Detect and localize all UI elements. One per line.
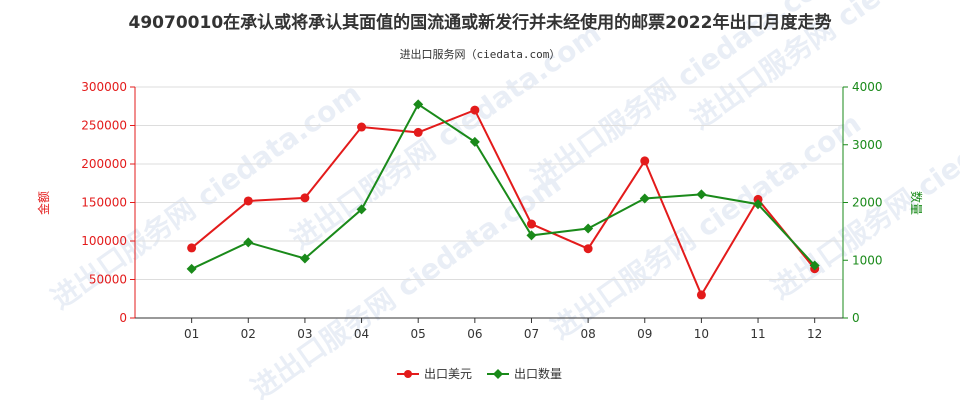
usd-data-point	[583, 244, 593, 254]
qty-data-point	[243, 237, 254, 248]
left-axis-title: 金额	[36, 191, 51, 215]
usd-data-point	[640, 156, 650, 166]
x-tick-label: 03	[297, 327, 312, 341]
usd-data-point	[696, 290, 706, 300]
left-tick-label: 100000	[81, 234, 127, 248]
x-tick-label: 02	[241, 327, 256, 341]
axes-layer: 0500001000001500002000002500003000000100…	[36, 80, 924, 341]
legend: 出口美元 出口数量	[397, 366, 562, 381]
x-tick-label: 07	[524, 327, 539, 341]
qty-data-point	[469, 136, 480, 147]
x-tick-label: 09	[637, 327, 652, 341]
chart-subtitle: 进出口服务网（ciedata.com）	[400, 47, 561, 61]
x-tick-label: 01	[184, 327, 199, 341]
qty-data-point	[186, 263, 197, 274]
usd-data-point	[187, 243, 197, 253]
right-axis-title: 数量	[909, 191, 924, 215]
x-tick-label: 12	[807, 327, 822, 341]
legend-marker	[493, 369, 503, 379]
x-tick-label: 10	[694, 327, 709, 341]
left-tick-label: 300000	[81, 80, 127, 94]
legend-label: 出口数量	[514, 366, 562, 381]
usd-data-point	[357, 122, 367, 132]
legend-marker	[404, 370, 412, 378]
left-tick-label: 250000	[81, 119, 127, 133]
qty-data-point	[696, 189, 707, 200]
watermark-text: 进出口服务网 ciedata.com	[765, 67, 960, 306]
chart-title: 49070010在承认或将承认其面值的国流通或新发行并未经使用的邮票2022年出…	[129, 12, 832, 33]
x-tick-label: 08	[580, 327, 595, 341]
right-tick-label: 4000	[852, 80, 883, 94]
usd-data-point	[413, 127, 423, 137]
left-tick-label: 0	[119, 311, 127, 325]
qty-data-point	[413, 99, 424, 110]
left-tick-label: 50000	[89, 273, 127, 287]
x-tick-label: 11	[750, 327, 765, 341]
qty-data-point	[583, 223, 594, 234]
usd-data-point	[300, 193, 310, 203]
right-tick-label: 0	[852, 311, 860, 325]
usd-series-line	[191, 108, 816, 298]
qty-data-point	[809, 260, 820, 271]
qty-data-point	[356, 204, 367, 215]
watermark-text: 进出口服务网 ciedata.com	[245, 167, 567, 400]
qty-data-point	[299, 253, 310, 264]
usd-data-point	[470, 105, 480, 115]
qty-data-point	[526, 230, 537, 241]
qty-data-point	[753, 199, 764, 210]
legend-label: 出口美元	[424, 367, 472, 381]
right-tick-label: 3000	[852, 138, 883, 152]
x-tick-label: 04	[354, 327, 369, 341]
left-tick-label: 200000	[81, 157, 127, 171]
series-layer	[186, 99, 820, 300]
usd-data-point	[526, 219, 536, 229]
x-tick-label: 05	[411, 327, 426, 341]
x-tick-label: 06	[467, 327, 482, 341]
left-tick-label: 150000	[81, 196, 127, 210]
right-tick-label: 2000	[852, 196, 883, 210]
qty-data-point	[639, 193, 650, 204]
usd-data-point	[243, 196, 253, 206]
qty-series-line	[191, 102, 816, 270]
right-tick-label: 1000	[852, 253, 883, 267]
